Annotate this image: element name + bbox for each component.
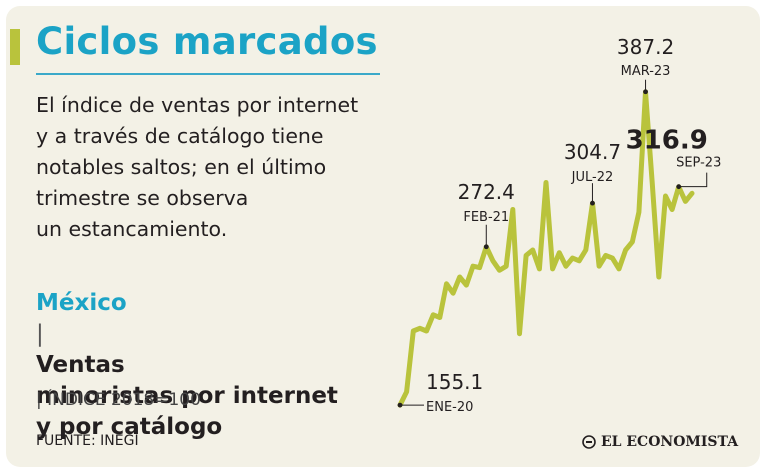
data-label-value: 316.9	[626, 126, 708, 156]
data-label-date: MAR-23	[621, 64, 671, 79]
description-line: notables saltos; en el último	[36, 155, 327, 179]
annotation-leader	[678, 172, 708, 188]
annotation-mar-23: 387.2 MAR-23	[617, 35, 674, 95]
line-chart: 155.1 ENE-20 272.4 FEB-21 304.7 JUL-22 387.2 MA…	[397, 35, 721, 415]
brand-name: EL ECONOMISTA	[601, 434, 739, 450]
description-line: y a través de catálogo tiene	[36, 124, 324, 148]
chart-title-part-3: y por catálogo	[36, 414, 223, 440]
country-label: México	[36, 290, 127, 316]
chart-heading-line-1: México | Ventas	[36, 288, 396, 381]
data-label-date: FEB-21	[463, 210, 509, 225]
unit-label: | ÍNDICE 2018=100	[36, 390, 201, 410]
data-point	[397, 402, 403, 408]
page-title: Ciclos marcados	[36, 20, 378, 63]
data-label-value: 387.2	[617, 35, 674, 59]
data-point	[676, 184, 682, 190]
data-label-value: 272.4	[458, 180, 515, 204]
title-underline	[36, 73, 380, 75]
chart-title-part-1: Ventas	[36, 352, 125, 378]
data-point	[590, 200, 595, 206]
series-line	[397, 89, 695, 408]
description-line: un estancamiento.	[36, 217, 228, 241]
data-label-date: JUL-22	[571, 170, 614, 185]
source-label: FUENTE: INEGI	[36, 433, 139, 449]
description-line: El índice de ventas por internet	[36, 93, 359, 117]
data-label-date: SEP-23	[676, 156, 721, 171]
annotation-ene-20: 155.1 ENE-20	[397, 370, 483, 415]
title-accent-bar	[10, 29, 20, 65]
data-label-value: 304.7	[564, 140, 621, 164]
description-line: trimestre se observa	[36, 186, 249, 210]
data-point	[643, 89, 648, 95]
data-label-date: ENE-20	[426, 400, 473, 415]
annotation-feb-21: 272.4 FEB-21	[458, 180, 515, 250]
chart-heading: México | Ventas minoristas por internet …	[36, 288, 396, 443]
data-point	[483, 244, 489, 250]
brand-emblem-icon	[582, 435, 596, 449]
chart-title-part-2: minoristas por internet	[36, 383, 338, 409]
description: El índice de ventas por internet y a tra…	[36, 90, 396, 245]
data-label-value: 155.1	[426, 370, 483, 394]
annotation-jul-22: 304.7 JUL-22	[564, 140, 621, 206]
brand-logo: EL ECONOMISTA	[582, 434, 738, 450]
infographic-card: Ciclos marcados El índice de ventas por …	[6, 6, 760, 467]
heading-separator: |	[36, 321, 44, 347]
